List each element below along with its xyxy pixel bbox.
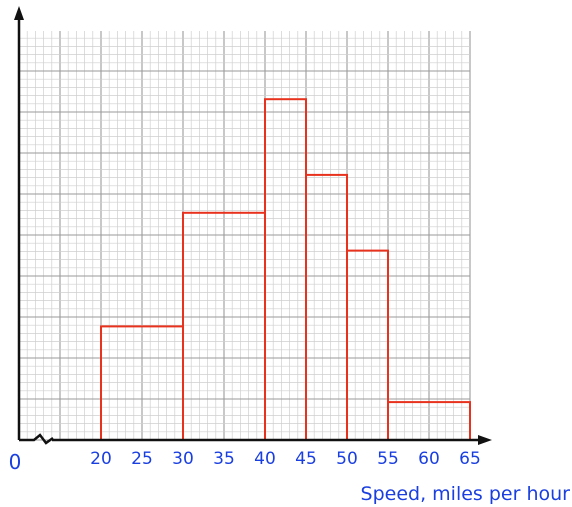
x-axis-break <box>19 433 54 445</box>
y-axis-arrow <box>14 6 24 20</box>
histogram-bar <box>264 98 307 441</box>
x-tick-labels: 20 25 30 35 40 45 50 55 60 65 <box>90 449 481 469</box>
histogram-bar <box>305 173 348 441</box>
x-tick-label: 25 <box>131 449 153 469</box>
x-tick-label: 45 <box>295 449 317 469</box>
x-tick-label: 35 <box>213 449 235 469</box>
x-tick-label: 65 <box>459 449 481 469</box>
origin-label: 0 <box>9 450 22 474</box>
x-tick-label: 30 <box>172 449 194 469</box>
x-tick-label: 20 <box>90 449 112 469</box>
x-axis-title: Speed, miles per hour <box>361 483 571 505</box>
x-tick-label: 50 <box>336 449 358 469</box>
histogram-bar <box>346 249 389 441</box>
histogram-bars <box>100 98 471 442</box>
x-axis-arrow <box>478 435 492 445</box>
grid <box>18 31 471 441</box>
x-tick-label: 40 <box>254 449 276 469</box>
x-tick-label: 60 <box>418 449 440 469</box>
x-tick-label: 55 <box>377 449 399 469</box>
axes <box>14 6 492 445</box>
